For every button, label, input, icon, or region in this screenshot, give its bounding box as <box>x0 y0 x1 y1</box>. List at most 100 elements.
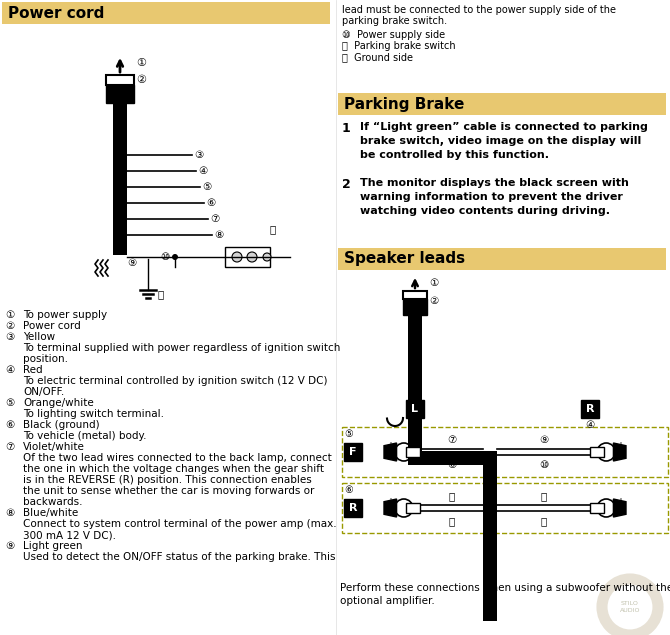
Text: ⑤: ⑤ <box>344 429 352 439</box>
Text: Speaker leads: Speaker leads <box>344 251 465 267</box>
Text: −: − <box>386 509 394 519</box>
Bar <box>408 315 422 465</box>
Text: To lighting switch terminal.: To lighting switch terminal. <box>23 409 164 419</box>
Text: ON/OFF.: ON/OFF. <box>23 387 64 397</box>
Text: ⑦: ⑦ <box>5 442 14 452</box>
Text: ④: ④ <box>5 365 14 375</box>
Text: Red: Red <box>23 365 43 375</box>
Text: Of the two lead wires connected to the back lamp, connect: Of the two lead wires connected to the b… <box>23 453 332 463</box>
Text: ⑧: ⑧ <box>214 230 223 240</box>
Text: ①: ① <box>5 310 14 320</box>
Text: R: R <box>349 503 357 513</box>
Text: Yellow: Yellow <box>23 332 55 342</box>
Text: 300 mA 12 V DC).: 300 mA 12 V DC). <box>23 530 116 540</box>
Text: ⑤: ⑤ <box>202 182 211 192</box>
Circle shape <box>232 252 242 262</box>
Text: parking brake switch.: parking brake switch. <box>342 16 447 26</box>
Text: ③: ③ <box>194 150 203 160</box>
Text: ⑨: ⑨ <box>127 258 136 268</box>
Text: To power supply: To power supply <box>23 310 107 320</box>
Text: ⑩: ⑩ <box>160 252 170 262</box>
Text: 2: 2 <box>342 178 351 191</box>
Text: Blue/white: Blue/white <box>23 508 78 518</box>
Text: To terminal supplied with power regardless of ignition switch: To terminal supplied with power regardle… <box>23 343 340 353</box>
Text: ①: ① <box>136 58 146 68</box>
Text: ⑧: ⑧ <box>447 460 456 470</box>
Text: ②: ② <box>5 321 14 331</box>
Bar <box>590 447 604 457</box>
Text: ⑬: ⑬ <box>541 491 547 501</box>
Bar <box>344 443 362 461</box>
Text: ③: ③ <box>5 332 14 342</box>
Text: +: + <box>386 441 394 451</box>
Text: ③: ③ <box>410 420 419 430</box>
Text: −: − <box>386 453 394 463</box>
Circle shape <box>263 253 271 261</box>
Bar <box>225 247 270 267</box>
Text: Power cord: Power cord <box>23 321 81 331</box>
Polygon shape <box>384 499 397 517</box>
Bar <box>403 291 427 299</box>
Text: ⑧: ⑧ <box>5 508 14 518</box>
Text: ⑥: ⑥ <box>5 420 14 430</box>
Polygon shape <box>614 443 626 461</box>
Bar <box>106 75 134 85</box>
Text: ⑩: ⑩ <box>539 460 548 470</box>
Text: ④: ④ <box>198 166 207 176</box>
Text: +: + <box>386 497 394 507</box>
Text: is in the REVERSE (R) position. This connection enables: is in the REVERSE (R) position. This con… <box>23 475 312 485</box>
Text: Black (ground): Black (ground) <box>23 420 100 430</box>
Text: F: F <box>349 447 356 457</box>
Text: ⑦: ⑦ <box>210 214 219 224</box>
Bar <box>342 427 668 477</box>
Bar <box>408 315 422 375</box>
Bar <box>338 93 666 115</box>
Text: the unit to sense whether the car is moving forwards or: the unit to sense whether the car is mov… <box>23 486 314 496</box>
Text: ⑨: ⑨ <box>539 435 548 445</box>
Bar <box>408 451 483 465</box>
Text: ②: ② <box>136 75 146 85</box>
Text: ⑩  Power supply side: ⑩ Power supply side <box>342 30 445 40</box>
Text: ⑦: ⑦ <box>447 435 456 445</box>
Text: −: − <box>616 509 624 519</box>
Text: Connect to system control terminal of the power amp (max.: Connect to system control terminal of th… <box>23 519 336 529</box>
Text: 1: 1 <box>342 122 351 135</box>
Text: ⑭: ⑭ <box>541 516 547 526</box>
Text: If “Light green” cable is connected to parking
brake switch, video image on the : If “Light green” cable is connected to p… <box>360 122 648 160</box>
Text: Power cord: Power cord <box>8 6 105 20</box>
Bar <box>344 499 362 517</box>
Text: Perform these connections when using a subwoofer without the
optional amplifier.: Perform these connections when using a s… <box>340 583 670 606</box>
Bar <box>113 103 127 255</box>
Text: ④: ④ <box>586 420 595 430</box>
Text: R: R <box>586 404 594 414</box>
Bar <box>581 400 599 418</box>
Bar <box>2 2 330 24</box>
Text: ⑥: ⑥ <box>344 485 352 495</box>
Text: +: + <box>616 441 624 451</box>
Text: To electric terminal controlled by ignition switch (12 V DC): To electric terminal controlled by ignit… <box>23 376 328 386</box>
Text: ⑥: ⑥ <box>206 198 215 208</box>
Text: Light green: Light green <box>23 541 82 551</box>
Text: The monitor displays the black screen with
warning information to prevent the dr: The monitor displays the black screen wi… <box>360 178 629 216</box>
Bar <box>403 299 427 315</box>
Circle shape <box>172 254 178 260</box>
Text: ⑨: ⑨ <box>5 541 14 551</box>
Text: lead must be connected to the power supply side of the: lead must be connected to the power supp… <box>342 5 616 15</box>
Text: ①: ① <box>429 278 438 288</box>
Bar <box>406 503 420 513</box>
Text: L: L <box>411 404 419 414</box>
Bar <box>106 85 134 103</box>
Text: ⑪: ⑪ <box>270 224 276 234</box>
Text: −: − <box>616 453 624 463</box>
Text: backwards.: backwards. <box>23 497 82 507</box>
Polygon shape <box>384 443 397 461</box>
Text: ⑪  Parking brake switch: ⑪ Parking brake switch <box>342 41 456 51</box>
Text: Orange/white: Orange/white <box>23 398 94 408</box>
Bar <box>342 483 668 533</box>
Text: +: + <box>616 497 624 507</box>
Text: Used to detect the ON/OFF status of the parking brake. This: Used to detect the ON/OFF status of the … <box>23 552 336 562</box>
Bar <box>406 400 424 418</box>
Text: STILO
AUDIO: STILO AUDIO <box>620 601 641 613</box>
Text: ⑪: ⑪ <box>448 491 455 501</box>
Bar <box>338 248 666 270</box>
